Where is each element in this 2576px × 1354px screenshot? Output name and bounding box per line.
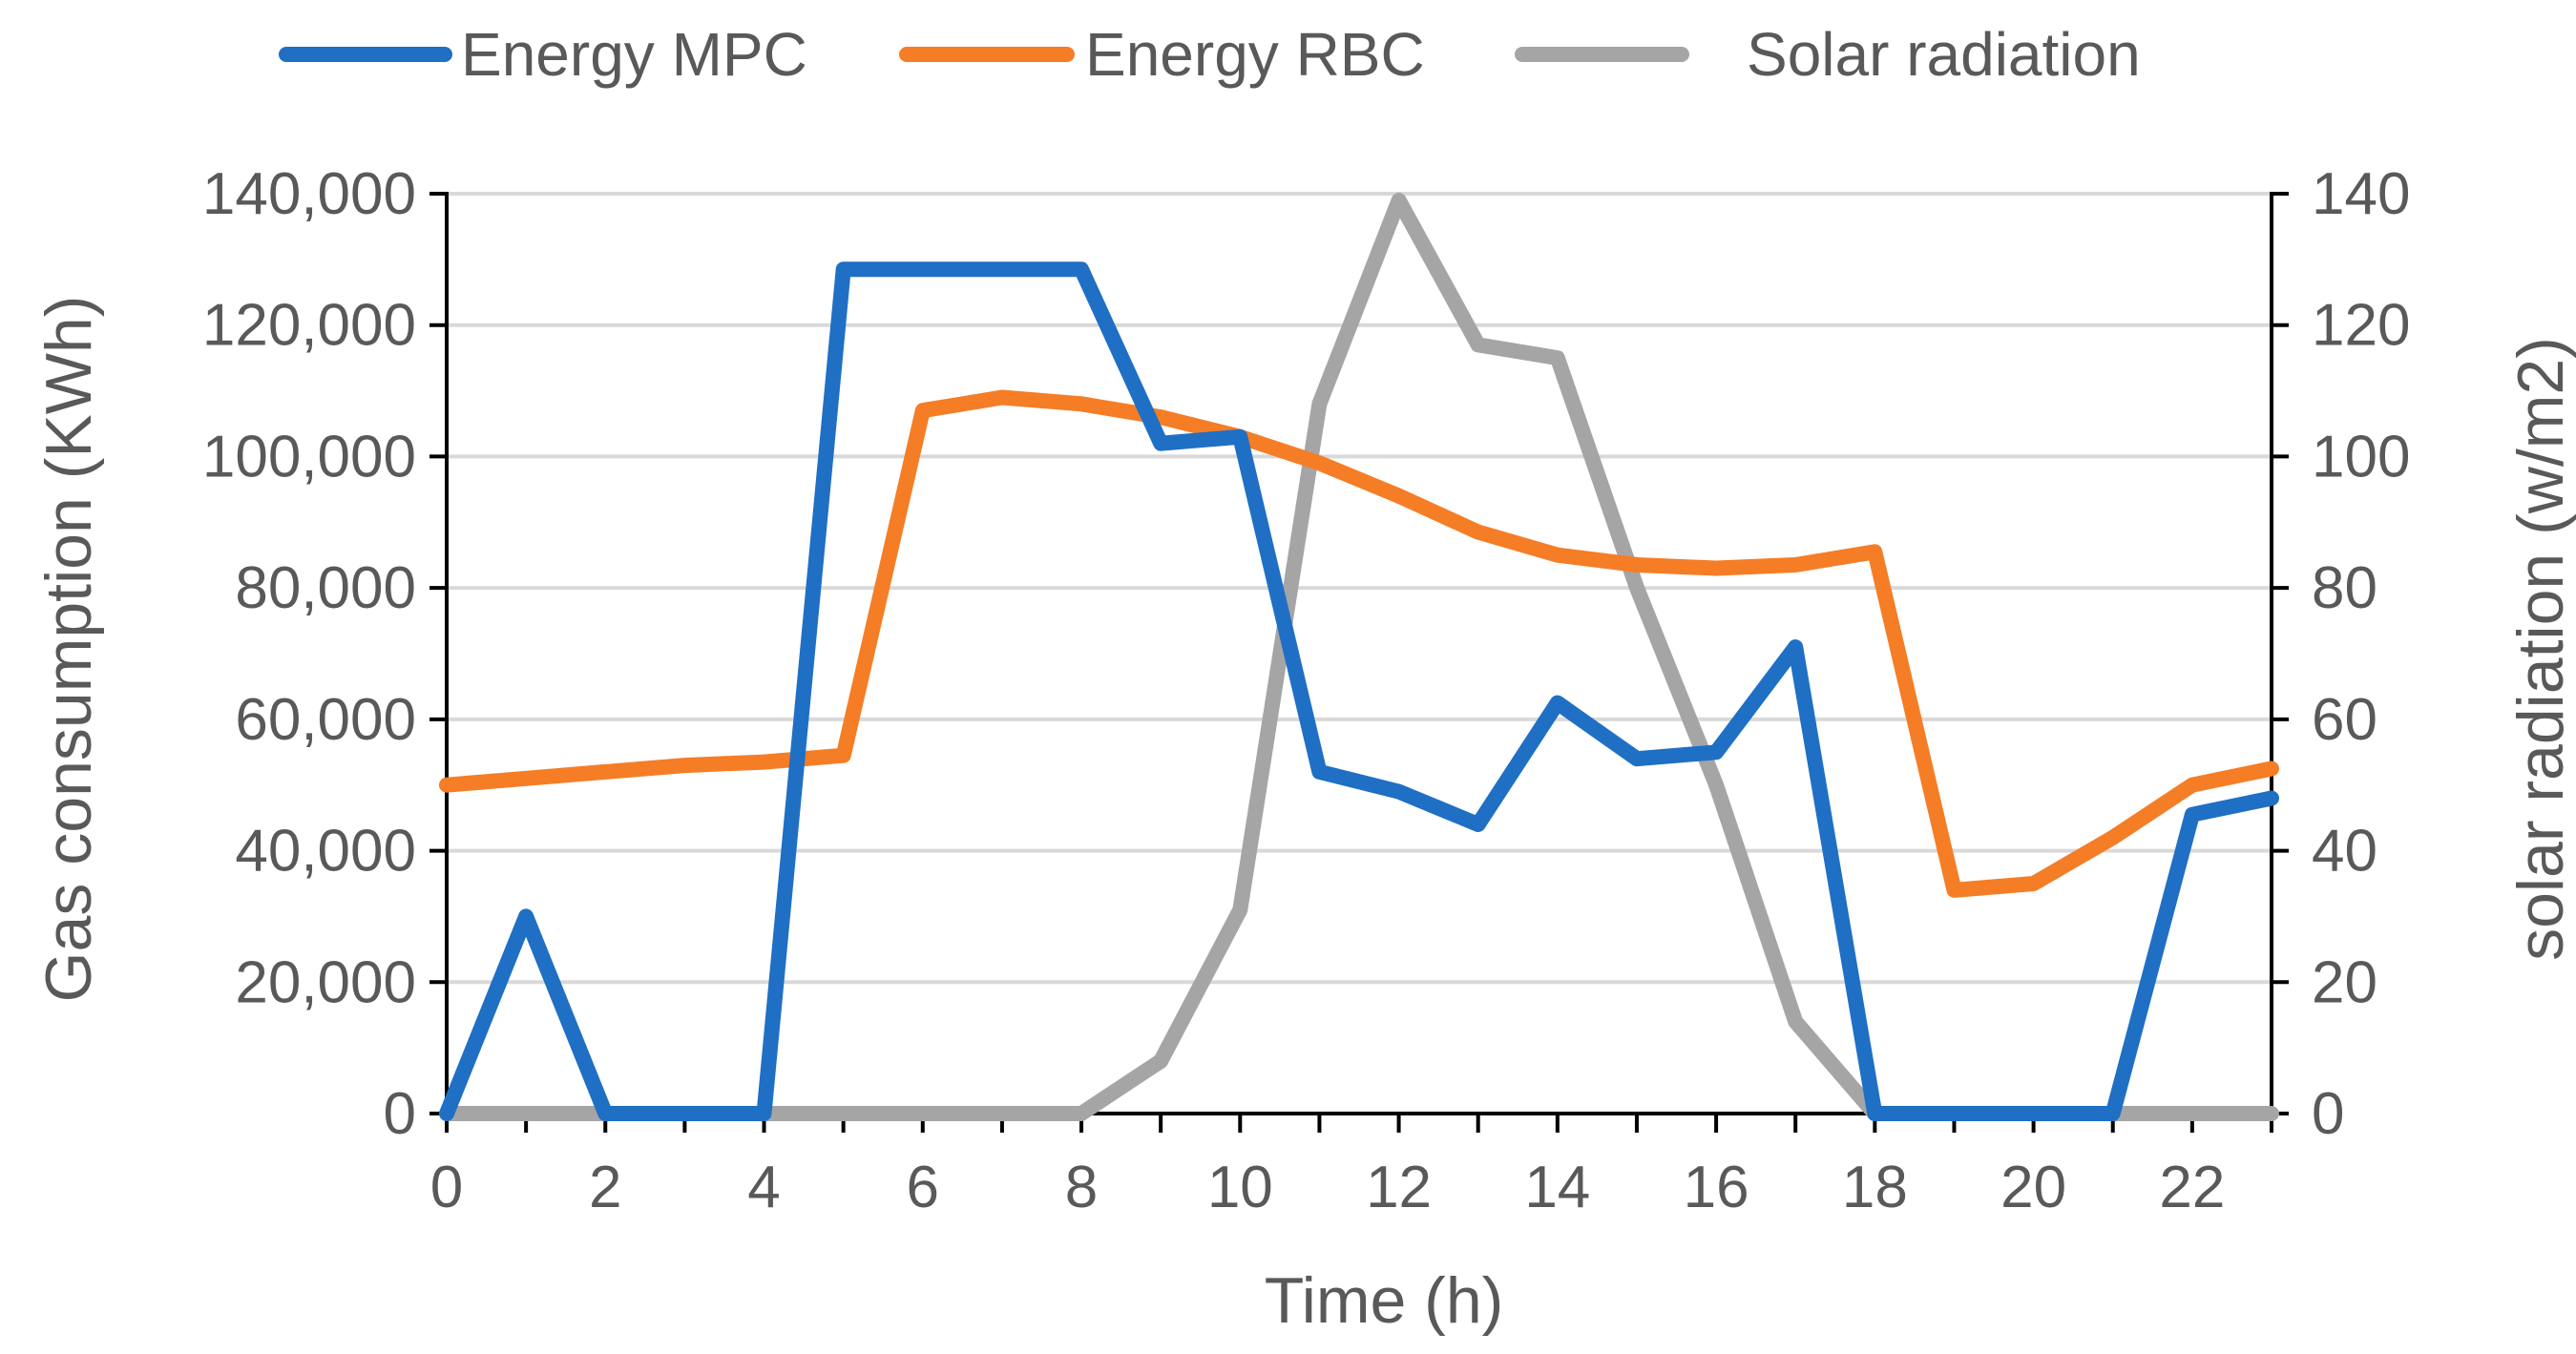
- x-tick-label: 12: [1366, 1155, 1432, 1220]
- x-tick-label: 18: [1842, 1155, 1908, 1220]
- x-tick-label: 16: [1684, 1155, 1749, 1220]
- y2-tick-label: 120: [2312, 293, 2410, 359]
- y2-tick-label: 60: [2312, 687, 2377, 753]
- y-tick-label: 60,000: [235, 687, 416, 753]
- x-tick-label: 14: [1524, 1155, 1590, 1220]
- series-lines: [439, 192, 2279, 1121]
- series-line-energy-mpc: [439, 261, 2279, 1121]
- x-tick-label: 0: [430, 1155, 463, 1220]
- y-tick-label: 120,000: [202, 293, 416, 359]
- y-tick-label: 0: [384, 1081, 416, 1147]
- y2-tick-label: 100: [2312, 424, 2410, 490]
- x-tick-label: 22: [2159, 1155, 2225, 1220]
- x-axis-title: Time (h): [1265, 1264, 1504, 1337]
- y-tick-label: 80,000: [235, 555, 416, 621]
- x-tick-label: 10: [1207, 1155, 1273, 1220]
- x-tick-label: 2: [589, 1155, 621, 1220]
- x-tick-label: 20: [2000, 1155, 2066, 1220]
- axis-titles: Time (h) Gas consumption (KWh) solar rad…: [32, 296, 2576, 1337]
- y2-tick-label: 140: [2312, 161, 2410, 227]
- x-tick-label: 6: [907, 1155, 939, 1220]
- y-tick-label: 20,000: [235, 949, 416, 1015]
- y2-tick-label: 80: [2312, 555, 2377, 621]
- legend-label-energy-mpc: Energy MPC: [461, 20, 807, 89]
- legend: Energy MPC Energy RBC Solar radiation: [279, 20, 2141, 89]
- legend-label-energy-rbc: Energy RBC: [1085, 20, 1425, 89]
- gridlines: [447, 192, 2272, 985]
- x-tick-label: 4: [747, 1155, 780, 1220]
- series-line-energy-rbc: [439, 389, 2279, 898]
- x-tick-label: 8: [1065, 1155, 1098, 1220]
- y-tick-label: 40,000: [235, 819, 416, 885]
- y2-axis-title: solar radiation (w/m2): [2504, 337, 2576, 961]
- y2-tick-label: 20: [2312, 949, 2377, 1015]
- y2-tick-label: 40: [2312, 819, 2377, 885]
- y2-tick-label: 0: [2312, 1081, 2344, 1147]
- y-tick-label: 100,000: [202, 424, 416, 490]
- y-axis-title: Gas consumption (KWh): [32, 296, 105, 1003]
- y-tick-label: 140,000: [202, 161, 416, 227]
- series-line-solar-radiation: [439, 192, 2279, 1121]
- legend-label-solar-radiation: Solar radiation: [1747, 20, 2141, 89]
- axes: 0 20,000 40,000 60,000 80,000 100,000 120,000 1…: [202, 161, 2411, 1220]
